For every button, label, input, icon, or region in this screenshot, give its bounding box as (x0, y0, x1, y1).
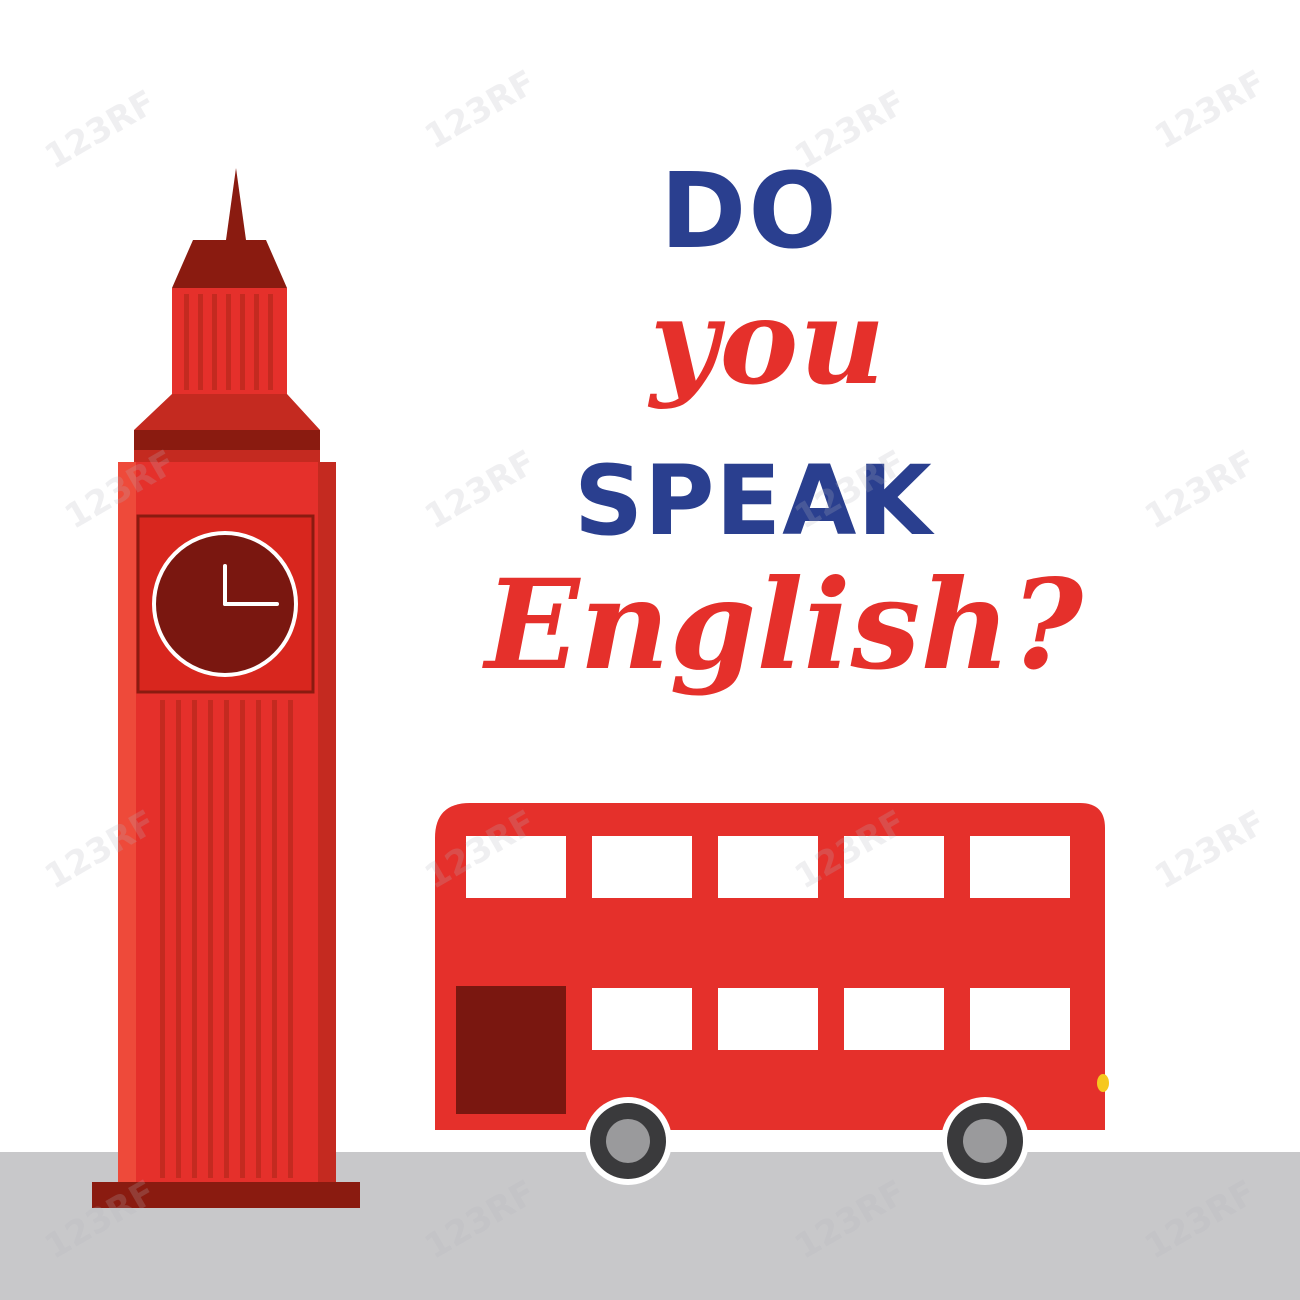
heading-speak: SPEAK (574, 445, 933, 557)
big-ben-tower (92, 168, 360, 1208)
heading: DO you SPEAK English? (485, 150, 1084, 698)
double-decker-bus (435, 803, 1109, 1185)
heading-english: English? (485, 553, 1084, 698)
heading-you: you (650, 272, 887, 411)
heading-do: DO (660, 150, 839, 272)
belfry-stripes (184, 294, 273, 390)
tower-spire (226, 168, 246, 240)
bus-wheel-rear (584, 1097, 672, 1185)
bus-door (456, 986, 566, 1114)
bus-upper-windows (466, 836, 1070, 898)
tower-roof (172, 240, 287, 288)
bus-headlight (1097, 1074, 1109, 1092)
clock-icon (152, 531, 298, 677)
shaft-stripes (160, 700, 293, 1178)
bus-wheel-front (941, 1097, 1029, 1185)
tower-base (92, 1182, 360, 1208)
bus-lower-windows (592, 988, 1070, 1050)
